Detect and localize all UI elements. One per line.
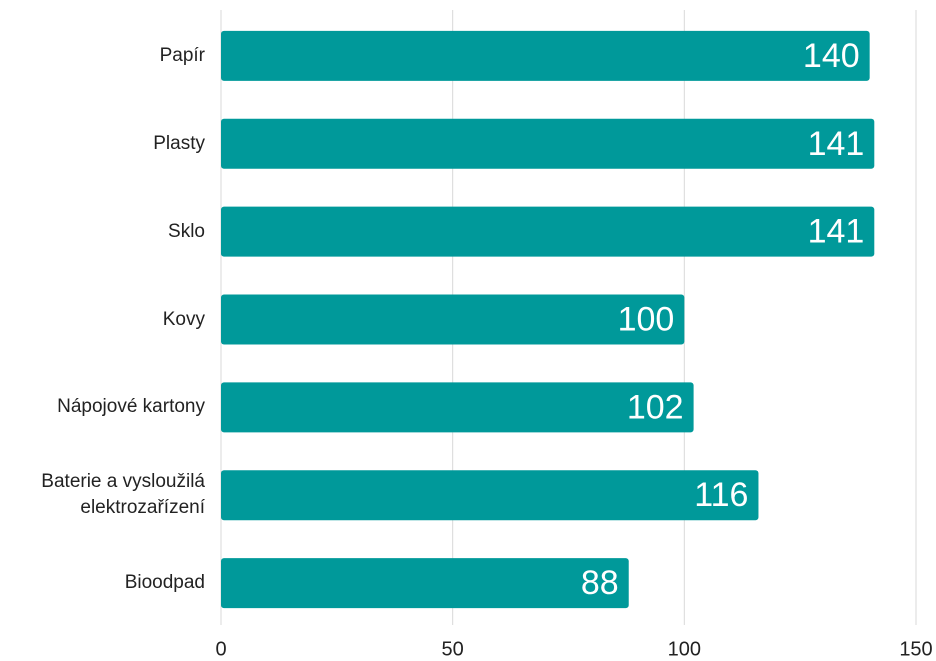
bar [221, 382, 694, 433]
bar [221, 206, 875, 257]
value-label: 141 [808, 213, 865, 251]
value-label: 141 [808, 125, 865, 163]
y-tick-label: Papír [159, 44, 205, 66]
bar [221, 558, 629, 609]
value-label: 102 [627, 388, 684, 426]
x-tick-label: 50 [442, 638, 464, 660]
value-label: 140 [803, 37, 860, 75]
bar [221, 118, 875, 169]
x-tick-label: 150 [899, 638, 932, 660]
y-tick-label: Plasty [153, 132, 205, 154]
y-tick-label: Sklo [168, 220, 205, 242]
value-label: 100 [618, 300, 675, 338]
y-tick-label: Baterie a vysloužilá elektrozařízení [41, 471, 205, 519]
value-label: 116 [694, 476, 748, 514]
y-tick-label: Kovy [162, 308, 205, 330]
bar [221, 294, 685, 345]
x-tick-label: 100 [668, 638, 701, 660]
bar [221, 470, 759, 521]
y-tick-label: Bioodpad [124, 572, 205, 594]
bar [221, 30, 870, 81]
x-tick-label: 0 [215, 638, 226, 660]
value-label: 88 [581, 564, 619, 602]
y-tick-label: Nápojové kartony [57, 396, 205, 418]
